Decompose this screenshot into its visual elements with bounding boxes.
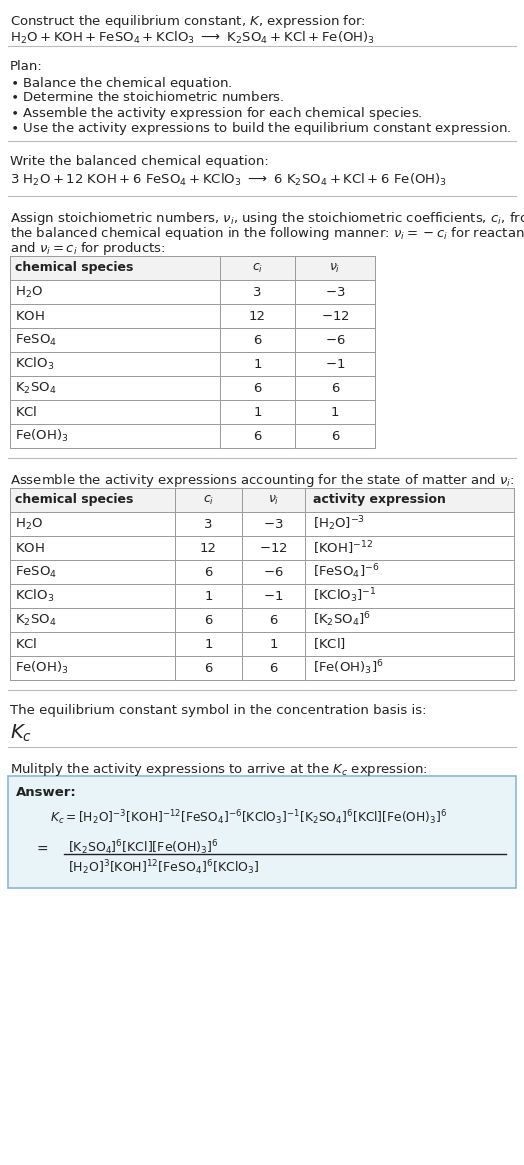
Text: $-1$: $-1$ xyxy=(264,589,283,602)
Text: $\bullet$ Determine the stoichiometric numbers.: $\bullet$ Determine the stoichiometric n… xyxy=(10,90,285,104)
Text: $-12$: $-12$ xyxy=(259,542,288,555)
Text: $\bullet$ Use the activity expressions to build the equilibrium constant express: $\bullet$ Use the activity expressions t… xyxy=(10,120,511,137)
Text: chemical species: chemical species xyxy=(15,261,134,275)
Text: 6: 6 xyxy=(253,333,261,346)
Text: $c_i$: $c_i$ xyxy=(252,261,263,275)
Text: 1: 1 xyxy=(331,405,339,418)
Text: $\mathrm{KClO_3}$: $\mathrm{KClO_3}$ xyxy=(15,588,54,603)
Text: $K_c$: $K_c$ xyxy=(10,723,32,744)
Text: $\mathrm{KOH}$: $\mathrm{KOH}$ xyxy=(15,542,45,555)
FancyBboxPatch shape xyxy=(8,776,516,888)
Text: $3\ \mathrm{H_2O} + 12\ \mathrm{KOH} + 6\ \mathrm{FeSO_4} + \mathrm{KClO_3}\ \lo: $3\ \mathrm{H_2O} + 12\ \mathrm{KOH} + 6… xyxy=(10,172,447,188)
Text: 6: 6 xyxy=(204,565,213,579)
Text: $\mathrm{H_2O}$: $\mathrm{H_2O}$ xyxy=(15,284,43,299)
Text: Construct the equilibrium constant, $K$, expression for:: Construct the equilibrium constant, $K$,… xyxy=(10,13,366,30)
Text: the balanced chemical equation in the following manner: $\nu_i = -c_i$ for react: the balanced chemical equation in the fo… xyxy=(10,225,524,242)
Text: $\bullet$ Balance the chemical equation.: $\bullet$ Balance the chemical equation. xyxy=(10,75,233,92)
Text: Assemble the activity expressions accounting for the state of matter and $\nu_i$: Assemble the activity expressions accoun… xyxy=(10,472,515,489)
Text: 6: 6 xyxy=(331,430,339,443)
Text: Write the balanced chemical equation:: Write the balanced chemical equation: xyxy=(10,155,269,168)
Text: $K_c = [\mathrm{H_2O}]^{-3}[\mathrm{KOH}]^{-12}[\mathrm{FeSO_4}]^{-6}[\mathrm{KC: $K_c = [\mathrm{H_2O}]^{-3}[\mathrm{KOH}… xyxy=(50,809,447,827)
Text: $[\mathrm{KClO_3}]^{-1}$: $[\mathrm{KClO_3}]^{-1}$ xyxy=(313,587,377,606)
Text: 3: 3 xyxy=(253,285,262,298)
Bar xyxy=(10,256,375,280)
Text: $[\mathrm{Fe(OH)_3}]^{6}$: $[\mathrm{Fe(OH)_3}]^{6}$ xyxy=(313,658,384,677)
Text: 6: 6 xyxy=(269,662,278,675)
Text: $-1$: $-1$ xyxy=(325,358,345,370)
Text: Assign stoichiometric numbers, $\nu_i$, using the stoichiometric coefficients, $: Assign stoichiometric numbers, $\nu_i$, … xyxy=(10,210,524,227)
Text: 6: 6 xyxy=(253,381,261,395)
Text: $c_i$: $c_i$ xyxy=(203,494,214,507)
Text: 1: 1 xyxy=(253,358,262,370)
Text: activity expression: activity expression xyxy=(313,494,446,507)
Text: Plan:: Plan: xyxy=(10,61,43,73)
Text: 1: 1 xyxy=(204,589,213,602)
Text: $[\mathrm{KOH}]^{-12}$: $[\mathrm{KOH}]^{-12}$ xyxy=(313,539,373,557)
Text: 6: 6 xyxy=(204,614,213,627)
Text: $\mathrm{KOH}$: $\mathrm{KOH}$ xyxy=(15,310,45,323)
Text: $\mathrm{Fe(OH)_3}$: $\mathrm{Fe(OH)_3}$ xyxy=(15,659,69,676)
Text: =: = xyxy=(36,843,48,857)
Text: $[\mathrm{K_2SO_4}]^{6}[\mathrm{KCl}][\mathrm{Fe(OH)_3}]^{6}$: $[\mathrm{K_2SO_4}]^{6}[\mathrm{KCl}][\m… xyxy=(68,838,219,856)
Text: $[\mathrm{H_2O}]^{3}[\mathrm{KOH}]^{12}[\mathrm{FeSO_4}]^{6}[\mathrm{KClO_3}]$: $[\mathrm{H_2O}]^{3}[\mathrm{KOH}]^{12}[… xyxy=(68,857,259,877)
Text: $\mathrm{FeSO_4}$: $\mathrm{FeSO_4}$ xyxy=(15,565,57,579)
Text: 6: 6 xyxy=(253,430,261,443)
Text: $\mathrm{H_2O}$: $\mathrm{H_2O}$ xyxy=(15,516,43,531)
Text: 12: 12 xyxy=(249,310,266,323)
Text: $[\mathrm{KCl}]$: $[\mathrm{KCl}]$ xyxy=(313,636,346,651)
Text: 6: 6 xyxy=(204,662,213,675)
Text: $-3$: $-3$ xyxy=(325,285,345,298)
Text: 6: 6 xyxy=(331,381,339,395)
Text: Answer:: Answer: xyxy=(16,786,77,799)
Text: Mulitply the activity expressions to arrive at the $K_c$ expression:: Mulitply the activity expressions to arr… xyxy=(10,761,428,778)
Bar xyxy=(10,488,514,511)
Text: $\mathrm{KCl}$: $\mathrm{KCl}$ xyxy=(15,405,37,419)
Text: $[\mathrm{K_2SO_4}]^{6}$: $[\mathrm{K_2SO_4}]^{6}$ xyxy=(313,610,371,629)
Text: $\mathrm{H_2O + KOH + FeSO_4 + KClO_3}\ \longrightarrow\ \mathrm{K_2SO_4 + KCl +: $\mathrm{H_2O + KOH + FeSO_4 + KClO_3}\ … xyxy=(10,30,375,47)
Text: $\bullet$ Assemble the activity expression for each chemical species.: $\bullet$ Assemble the activity expressi… xyxy=(10,105,423,122)
Text: 6: 6 xyxy=(269,614,278,627)
Text: $[\mathrm{H_2O}]^{-3}$: $[\mathrm{H_2O}]^{-3}$ xyxy=(313,515,365,534)
Text: $\nu_i$: $\nu_i$ xyxy=(268,494,279,507)
Text: $-6$: $-6$ xyxy=(325,333,345,346)
Text: The equilibrium constant symbol in the concentration basis is:: The equilibrium constant symbol in the c… xyxy=(10,704,427,716)
Text: 1: 1 xyxy=(204,637,213,650)
Text: $\mathrm{Fe(OH)_3}$: $\mathrm{Fe(OH)_3}$ xyxy=(15,428,69,444)
Text: $\mathrm{KClO_3}$: $\mathrm{KClO_3}$ xyxy=(15,356,54,372)
Text: $\mathrm{K_2SO_4}$: $\mathrm{K_2SO_4}$ xyxy=(15,381,57,396)
Text: $\mathrm{FeSO_4}$: $\mathrm{FeSO_4}$ xyxy=(15,332,57,347)
Text: 12: 12 xyxy=(200,542,217,555)
Text: 3: 3 xyxy=(204,517,213,530)
Text: 1: 1 xyxy=(269,637,278,650)
Text: $-12$: $-12$ xyxy=(321,310,350,323)
Text: $\nu_i$: $\nu_i$ xyxy=(329,261,341,275)
Text: $-6$: $-6$ xyxy=(263,565,284,579)
Text: $\mathrm{KCl}$: $\mathrm{KCl}$ xyxy=(15,637,37,651)
Text: and $\nu_i = c_i$ for products:: and $\nu_i = c_i$ for products: xyxy=(10,240,166,257)
Text: 1: 1 xyxy=(253,405,262,418)
Text: $\mathrm{K_2SO_4}$: $\mathrm{K_2SO_4}$ xyxy=(15,613,57,628)
Text: chemical species: chemical species xyxy=(15,494,134,507)
Text: $[\mathrm{FeSO_4}]^{-6}$: $[\mathrm{FeSO_4}]^{-6}$ xyxy=(313,563,379,581)
Text: $-3$: $-3$ xyxy=(263,517,283,530)
